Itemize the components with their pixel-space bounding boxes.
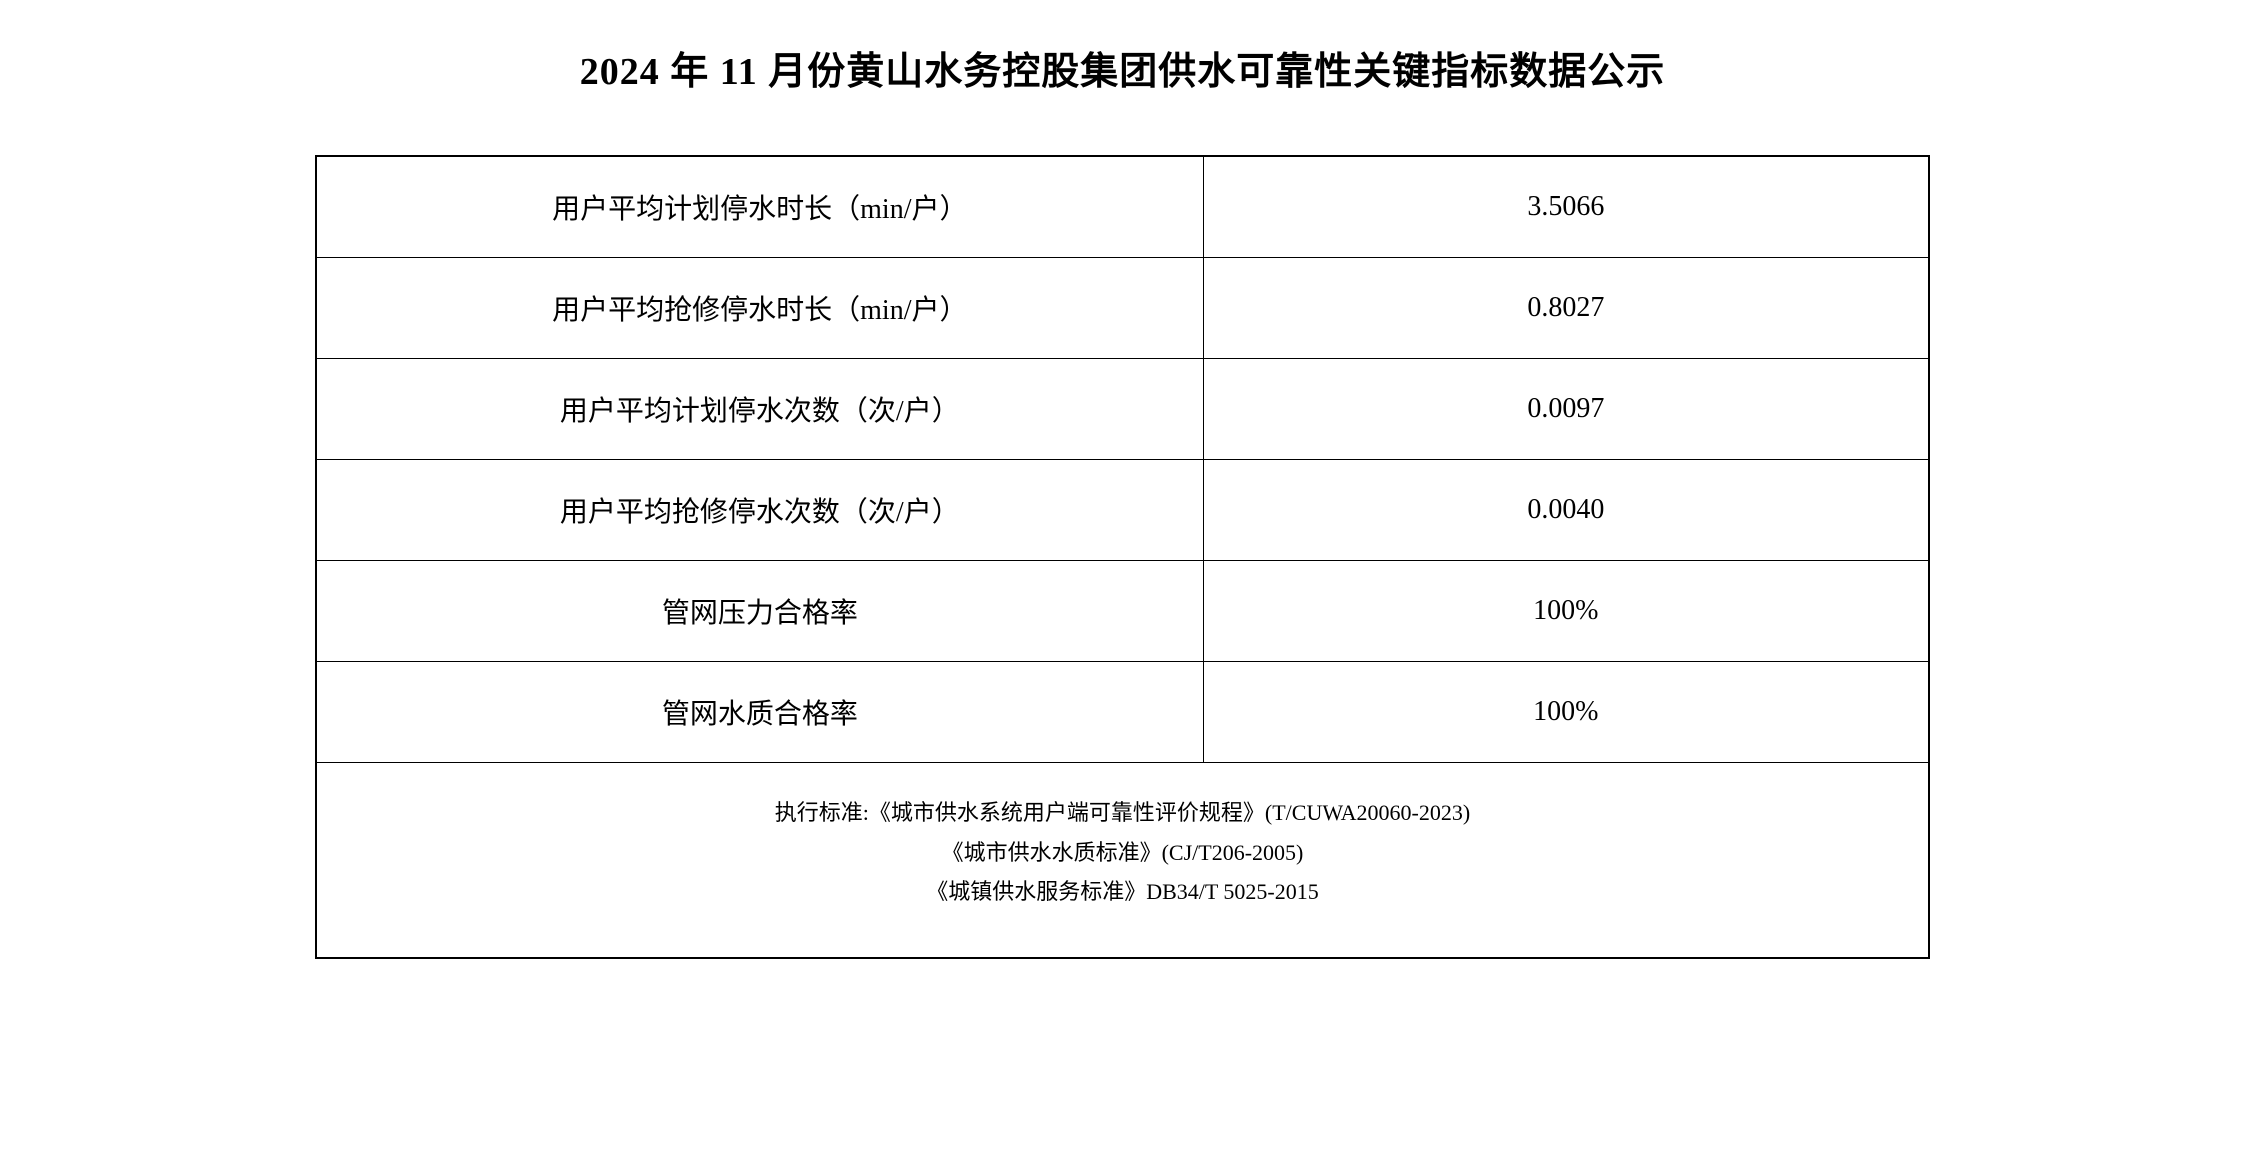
- metric-label: 管网压力合格率: [316, 561, 1203, 662]
- metric-value: 0.8027: [1203, 258, 1929, 359]
- metric-value: 100%: [1203, 662, 1929, 763]
- standard-line-1: 执行标准:《城市供水系统用户端可靠性评价规程》(T/CUWA20060-2023…: [337, 793, 1908, 833]
- standards-cell: 执行标准:《城市供水系统用户端可靠性评价规程》(T/CUWA20060-2023…: [316, 763, 1929, 958]
- table-row: 用户平均抢修停水次数（次/户） 0.0040: [316, 460, 1929, 561]
- metric-label: 用户平均抢修停水次数（次/户）: [316, 460, 1203, 561]
- table-row: 用户平均计划停水时长（min/户） 3.5066: [316, 156, 1929, 258]
- standard-line-3: 《城镇供水服务标准》DB34/T 5025-2015: [337, 872, 1908, 912]
- metric-label: 用户平均计划停水次数（次/户）: [316, 359, 1203, 460]
- document-title: 2024 年 11 月份黄山水务控股集团供水可靠性关键指标数据公示: [173, 40, 2073, 95]
- metric-value: 0.0097: [1203, 359, 1929, 460]
- metric-label: 用户平均计划停水时长（min/户）: [316, 156, 1203, 258]
- table-row: 用户平均抢修停水时长（min/户） 0.8027: [316, 258, 1929, 359]
- table-row: 管网水质合格率 100%: [316, 662, 1929, 763]
- standards-content: 执行标准:《城市供水系统用户端可靠性评价规程》(T/CUWA20060-2023…: [337, 793, 1908, 912]
- standard-line-2: 《城市供水水质标准》(CJ/T206-2005): [337, 833, 1908, 873]
- metrics-table: 用户平均计划停水时长（min/户） 3.5066 用户平均抢修停水时长（min/…: [315, 155, 1930, 959]
- metric-label: 用户平均抢修停水时长（min/户）: [316, 258, 1203, 359]
- metric-label: 管网水质合格率: [316, 662, 1203, 763]
- standards-row: 执行标准:《城市供水系统用户端可靠性评价规程》(T/CUWA20060-2023…: [316, 763, 1929, 958]
- document-container: 2024 年 11 月份黄山水务控股集团供水可靠性关键指标数据公示 用户平均计划…: [173, 40, 2073, 959]
- table-row: 用户平均计划停水次数（次/户） 0.0097: [316, 359, 1929, 460]
- table-row: 管网压力合格率 100%: [316, 561, 1929, 662]
- metric-value: 100%: [1203, 561, 1929, 662]
- metric-value: 3.5066: [1203, 156, 1929, 258]
- metric-value: 0.0040: [1203, 460, 1929, 561]
